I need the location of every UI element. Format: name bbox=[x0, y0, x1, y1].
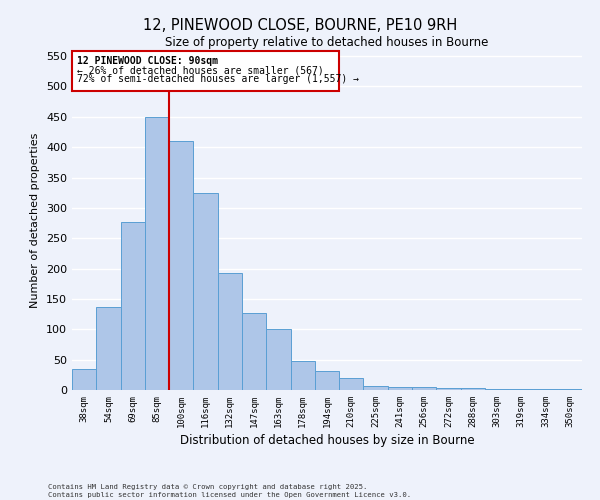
Bar bbox=[509, 389, 533, 390]
Bar bbox=[96, 307, 121, 390]
Bar bbox=[290, 362, 315, 390]
Bar bbox=[485, 389, 509, 390]
Bar bbox=[193, 192, 218, 390]
Bar bbox=[412, 387, 436, 390]
Bar bbox=[72, 369, 96, 390]
Text: 72% of semi-detached houses are larger (1,557) →: 72% of semi-detached houses are larger (… bbox=[77, 74, 359, 85]
Bar bbox=[315, 370, 339, 390]
Y-axis label: Number of detached properties: Number of detached properties bbox=[31, 132, 40, 308]
X-axis label: Distribution of detached houses by size in Bourne: Distribution of detached houses by size … bbox=[179, 434, 475, 447]
Bar bbox=[145, 117, 169, 390]
Bar bbox=[339, 378, 364, 390]
Text: 12 PINEWOOD CLOSE: 90sqm: 12 PINEWOOD CLOSE: 90sqm bbox=[77, 56, 218, 66]
Text: ← 26% of detached houses are smaller (567): ← 26% of detached houses are smaller (56… bbox=[77, 65, 324, 75]
Bar bbox=[558, 389, 582, 390]
Bar bbox=[218, 274, 242, 390]
Bar bbox=[388, 387, 412, 390]
Bar bbox=[266, 330, 290, 390]
Bar bbox=[461, 388, 485, 390]
Bar bbox=[436, 388, 461, 390]
Bar bbox=[242, 313, 266, 390]
Bar bbox=[73, 51, 339, 92]
Bar bbox=[169, 141, 193, 390]
Bar bbox=[121, 222, 145, 390]
Text: Contains HM Land Registry data © Crown copyright and database right 2025.
Contai: Contains HM Land Registry data © Crown c… bbox=[48, 484, 411, 498]
Text: 12, PINEWOOD CLOSE, BOURNE, PE10 9RH: 12, PINEWOOD CLOSE, BOURNE, PE10 9RH bbox=[143, 18, 457, 32]
Bar bbox=[364, 386, 388, 390]
Title: Size of property relative to detached houses in Bourne: Size of property relative to detached ho… bbox=[166, 36, 488, 49]
